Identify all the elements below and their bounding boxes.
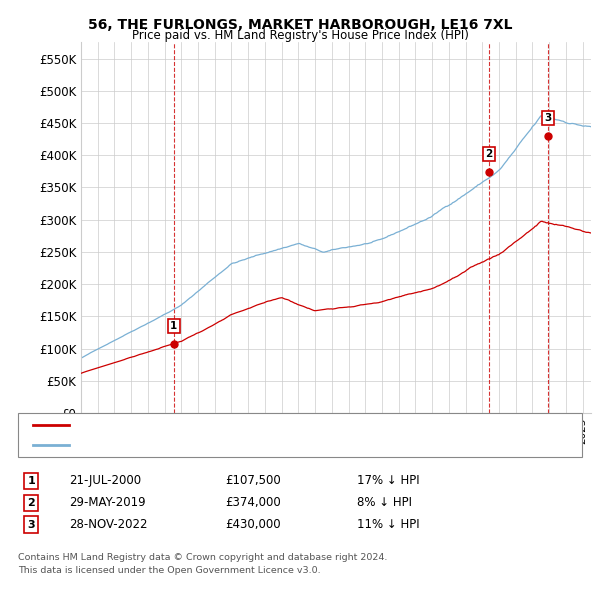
Text: 1: 1 [28,476,35,486]
Text: £430,000: £430,000 [225,518,281,531]
Text: This data is licensed under the Open Government Licence v3.0.: This data is licensed under the Open Gov… [18,566,320,575]
Text: 2: 2 [28,498,35,507]
Text: 8% ↓ HPI: 8% ↓ HPI [357,496,412,509]
Text: 56, THE FURLONGS, MARKET HARBOROUGH, LE16 7XL: 56, THE FURLONGS, MARKET HARBOROUGH, LE1… [88,18,512,32]
Text: 17% ↓ HPI: 17% ↓ HPI [357,474,419,487]
Text: £374,000: £374,000 [225,496,281,509]
Text: HPI: Average price, detached house, Harborough: HPI: Average price, detached house, Harb… [75,440,330,450]
Text: 2: 2 [485,149,493,159]
Text: 56, THE FURLONGS, MARKET HARBOROUGH, LE16 7XL (detached house): 56, THE FURLONGS, MARKET HARBOROUGH, LE1… [75,420,454,430]
Text: Contains HM Land Registry data © Crown copyright and database right 2024.: Contains HM Land Registry data © Crown c… [18,553,388,562]
Text: 3: 3 [28,520,35,529]
Text: 21-JUL-2000: 21-JUL-2000 [69,474,141,487]
Text: 1: 1 [170,321,177,331]
Text: £107,500: £107,500 [225,474,281,487]
Text: 28-NOV-2022: 28-NOV-2022 [69,518,148,531]
Text: 29-MAY-2019: 29-MAY-2019 [69,496,146,509]
Text: 3: 3 [544,113,551,123]
Text: 11% ↓ HPI: 11% ↓ HPI [357,518,419,531]
Text: Price paid vs. HM Land Registry's House Price Index (HPI): Price paid vs. HM Land Registry's House … [131,30,469,42]
